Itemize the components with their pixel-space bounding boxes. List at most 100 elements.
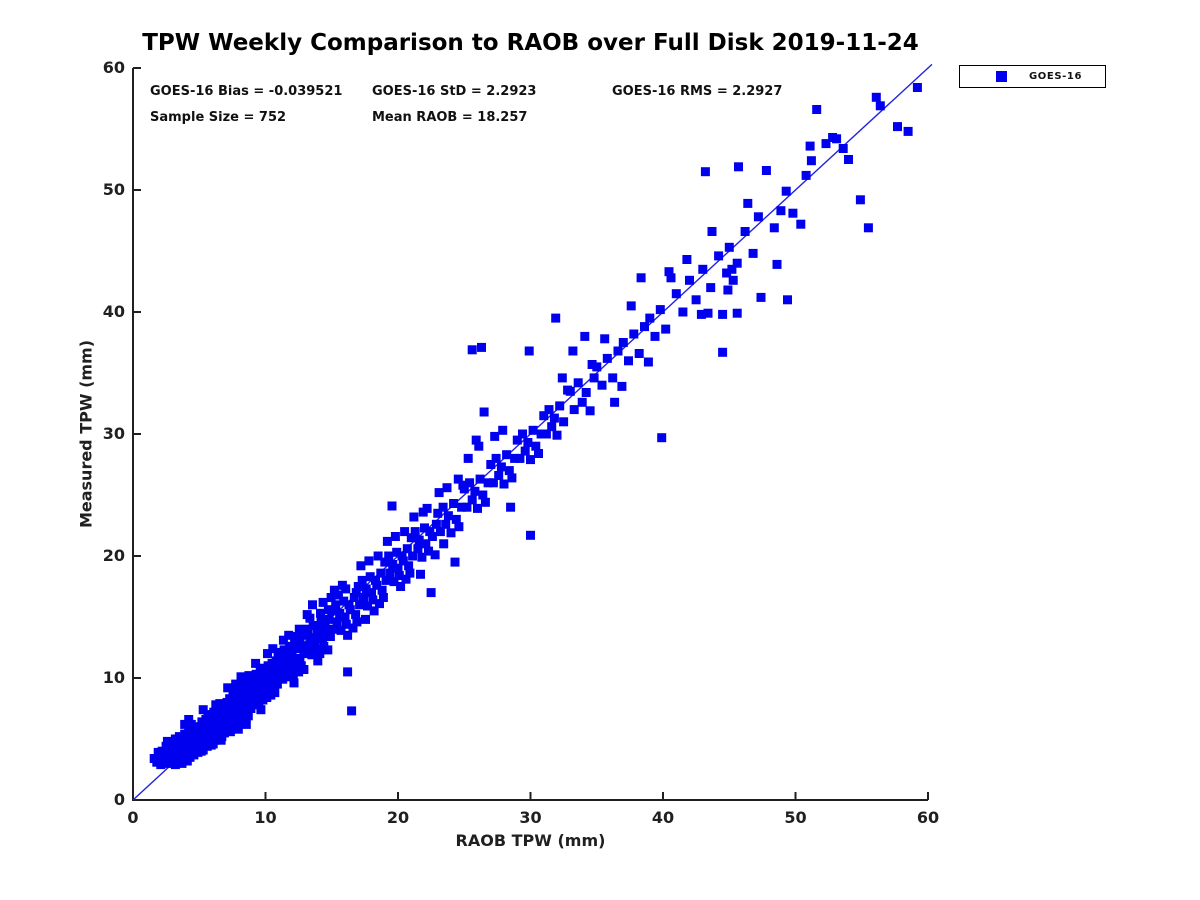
data-point [282,654,292,663]
data-point [318,597,328,607]
data-point [559,417,569,427]
chart-title: TPW Weekly Comparison to RAOB over Full … [142,30,919,56]
data-point [502,450,512,460]
data-point [287,651,297,661]
x-tick-label: 20 [386,808,410,827]
data-point [496,462,506,472]
data-point [396,582,406,591]
data-point [498,425,508,435]
data-point [526,455,535,465]
data-point [671,289,681,299]
data-point [352,617,362,627]
data-point [361,584,371,594]
data-point [318,634,327,644]
data-point [213,705,223,715]
data-point [373,551,383,561]
x-tick-label: 40 [651,808,675,827]
data-point [282,649,292,659]
data-point [339,596,349,606]
data-point [278,674,288,684]
data-point [510,453,520,463]
data-point [470,486,480,496]
data-point [241,719,251,729]
data-point [499,479,509,489]
data-point [219,728,229,738]
data-point [467,495,477,505]
data-point [465,478,475,488]
data-point [491,453,501,463]
data-point [299,665,309,674]
data-point [617,381,627,391]
data-point [657,433,667,443]
data-point [515,453,525,463]
data-point [433,508,443,518]
data-point [518,429,527,439]
data-point [743,198,753,208]
data-point [316,608,325,618]
data-point [284,641,294,651]
data-point [568,346,578,356]
data-point [893,122,902,132]
data-point [214,713,223,723]
data-point [378,593,388,602]
data-point [504,466,514,476]
data-point [629,329,639,339]
data-point [349,593,359,602]
data-point [369,606,379,616]
data-point [732,258,742,268]
data-point [640,322,649,332]
data-point [549,413,559,423]
y-tick-label: 0 [113,790,125,809]
data-point [251,658,261,668]
data-point [734,162,743,172]
data-point [162,736,172,746]
data-point [478,490,488,500]
data-point [449,499,459,508]
data-point [477,342,486,352]
data-point [327,606,337,616]
data-point [381,575,391,585]
data-point [206,718,215,727]
x-tick-label: 50 [784,808,807,827]
data-point [363,601,372,611]
data-point [655,305,665,315]
data-point [320,622,330,632]
data-point [333,590,343,600]
data-point [434,488,444,498]
data-point [409,512,419,522]
data-point [912,83,922,92]
data-point [486,460,496,469]
data-point [863,223,873,233]
data-point [303,624,313,634]
data-point [507,473,517,483]
data-point [451,514,461,524]
data-point [821,139,831,149]
data-point [324,614,334,624]
data-point [284,630,294,640]
data-point [624,356,633,366]
data-point [372,580,382,590]
data-point [643,357,653,367]
data-point [732,308,742,318]
data-point [332,617,342,627]
data-point [650,331,660,341]
data-point [290,656,300,666]
data-point [714,251,724,261]
data-point [467,345,477,355]
data-point [430,550,440,560]
data-point [796,219,806,229]
data-point [613,346,623,356]
data-point [776,206,786,216]
data-point [384,551,394,561]
data-point [313,656,323,666]
data-point [357,575,367,585]
data-point [375,599,384,609]
data-point [376,568,386,578]
data-point [552,430,562,440]
data-point [304,641,314,651]
y-tick-label: 10 [102,668,125,687]
data-point [385,568,395,578]
data-point [328,624,338,634]
data-point [331,600,341,610]
